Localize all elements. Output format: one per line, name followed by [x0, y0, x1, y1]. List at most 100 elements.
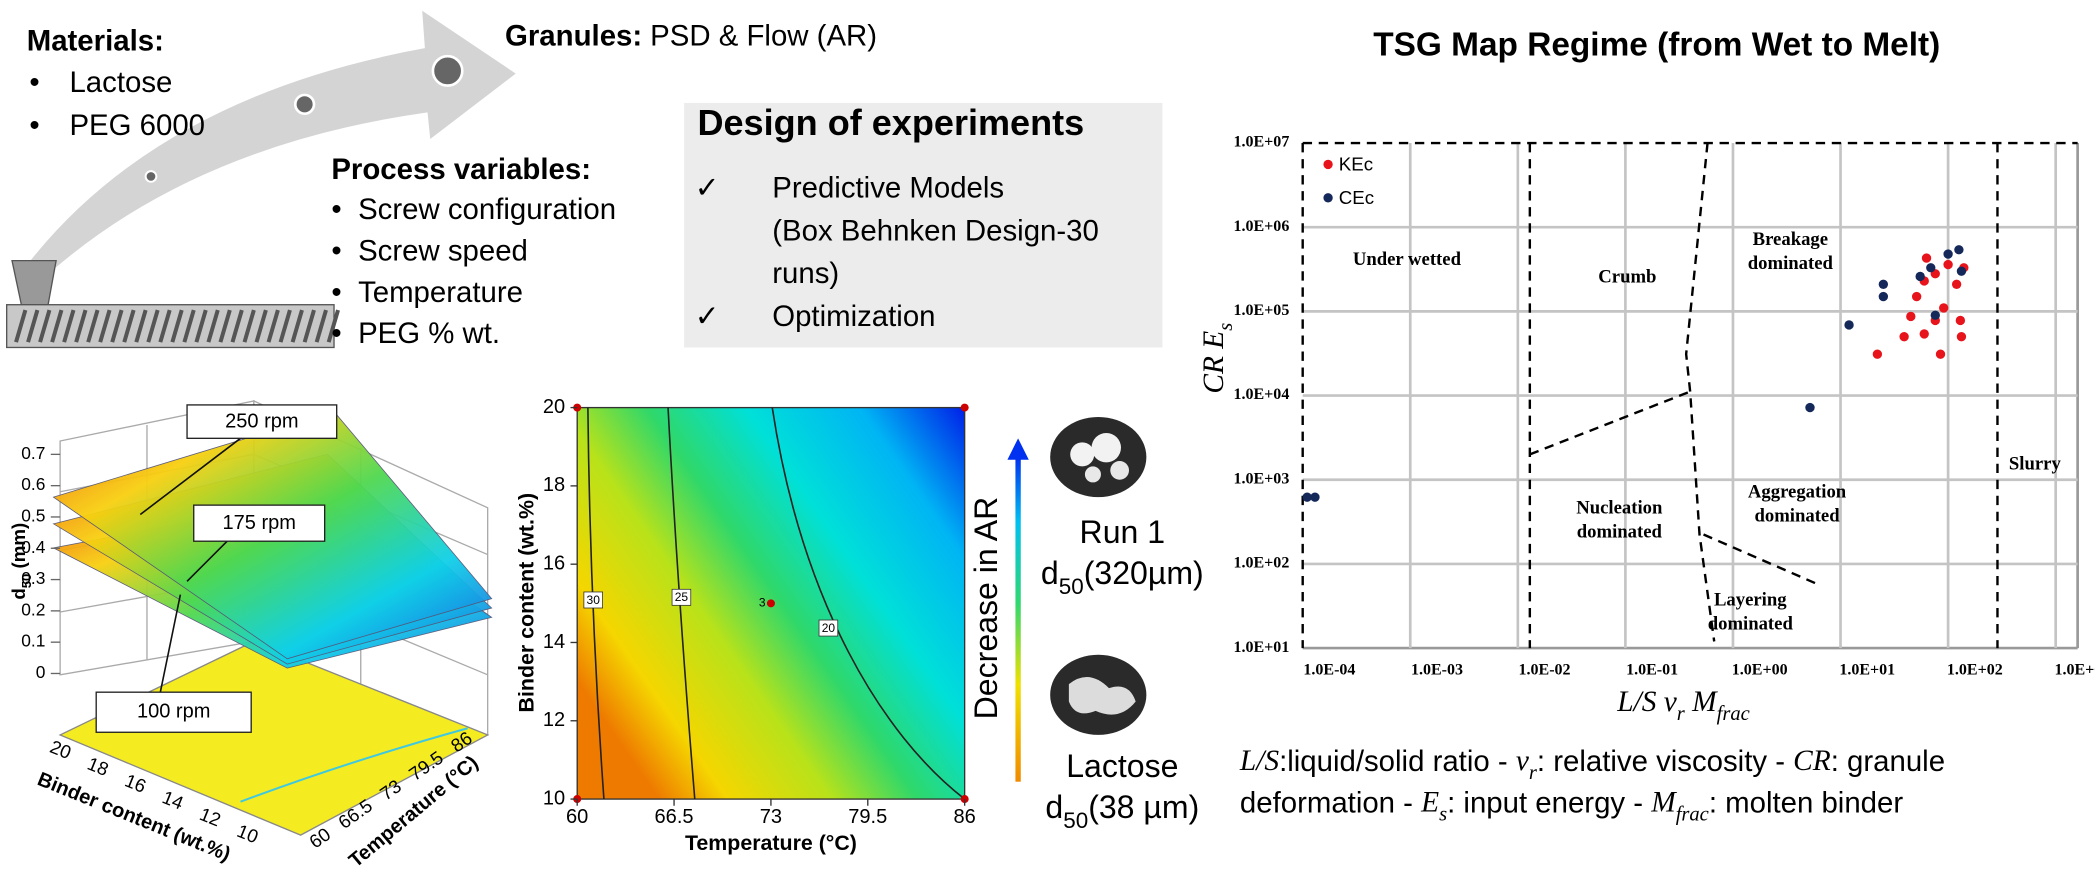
check-mark: ✓ [695, 300, 720, 333]
hopper [11, 259, 57, 306]
process-arrow [29, 10, 516, 268]
y-tick-label: 16 [543, 552, 565, 574]
granules-label: Granules: [505, 19, 642, 52]
y-tick-label: 10 [543, 787, 565, 809]
text-span: (320µm) [1084, 555, 1204, 591]
region-label: Nucleation [1576, 497, 1663, 518]
screw-flight [62, 309, 76, 343]
z-tick-label: 0.4 [21, 537, 45, 557]
color-bar-head [1007, 438, 1029, 460]
legend-label: KEc [1339, 154, 1373, 175]
contour-label-box [818, 619, 839, 637]
callout-lines [139, 437, 241, 693]
z-tick-label: 0 [36, 662, 46, 682]
text-span: (mm) [8, 523, 29, 574]
text-span: : molten binder [1709, 786, 1904, 819]
y-tick-label: 1.0E+04 [1233, 386, 1289, 403]
subscript: r [1529, 762, 1538, 784]
text-span: E [1420, 786, 1439, 818]
y-axis-label: Binder content (wt.%) [514, 493, 538, 713]
y-tick-label: 1.0E+01 [1233, 639, 1289, 656]
subscript: r [1677, 703, 1686, 725]
design-box [684, 102, 1163, 348]
x-tick-label: 1.0E-03 [1411, 661, 1463, 678]
process-title: Process variables: [331, 153, 591, 186]
point [1930, 310, 1940, 320]
text-span: M [1685, 686, 1718, 718]
design-item: (Box Behnken Design-30 [772, 214, 1099, 247]
screw-flight [314, 309, 328, 343]
granules-text: PSD & Flow (AR) [650, 19, 877, 52]
subscript: frac [1676, 803, 1709, 825]
sample-d50: d50(38 µm) [1045, 789, 1199, 833]
y-axis-label: CR Es [1198, 323, 1237, 394]
z-tick-label: 0.1 [21, 631, 45, 651]
screw-flight [86, 309, 100, 343]
z-tick-label: 0.2 [21, 599, 45, 619]
text-span: d [1041, 555, 1059, 591]
text-span: CR [1793, 745, 1831, 777]
x-tick-label: 60 [566, 806, 588, 828]
point [1954, 245, 1964, 255]
text-span: v [1516, 745, 1530, 777]
subscript: s [1215, 323, 1237, 331]
y-tick-label: 18 [543, 474, 565, 496]
screw-flight [146, 309, 160, 343]
x-tick-label: 1.0E+01 [1839, 661, 1895, 678]
process-variable: Temperature [358, 276, 523, 309]
bullet: • [331, 193, 341, 226]
legend-marker [1323, 159, 1333, 170]
screw-flight [74, 309, 88, 343]
region-label: Breakage [1753, 229, 1828, 250]
granule [1070, 442, 1095, 467]
x-tick-label: 12 [197, 803, 224, 830]
text-span: deformation - [1240, 786, 1421, 819]
text-span: d [8, 588, 29, 599]
point [1906, 311, 1916, 322]
screw-flight [122, 309, 136, 343]
screw [14, 309, 340, 343]
legend-label: CEc [1339, 187, 1374, 208]
x-tick-label: 10 [234, 820, 261, 847]
point-label: 3 [759, 596, 766, 610]
screw-flight [254, 309, 268, 343]
granule [1091, 432, 1121, 463]
point [1302, 492, 1312, 502]
materials-title: Materials: [27, 25, 164, 58]
region-label: Crumb [1598, 266, 1656, 287]
contour-label-box [671, 588, 692, 606]
design-item: runs) [772, 257, 839, 290]
point [1844, 320, 1854, 330]
powder [1068, 677, 1136, 715]
granule-dot [144, 170, 158, 183]
x-tick-label: 1.0E-01 [1626, 661, 1678, 678]
bullet: • [331, 317, 341, 350]
process-variable: Screw speed [358, 234, 528, 267]
contour-label-box [583, 591, 603, 609]
point [1955, 315, 1966, 326]
callout-box [193, 504, 326, 542]
caption-line: deformation - Es: input energy - Mfrac: … [1240, 786, 1903, 825]
subscript: s [1439, 803, 1447, 825]
regime-boundaries [1301, 141, 2078, 649]
process-variable: Screw configuration [358, 193, 616, 226]
callout-label: 100 rpm [137, 701, 210, 723]
text-span: d [1045, 789, 1063, 825]
point [1878, 291, 1889, 302]
x-tick-label: 86 [954, 806, 976, 828]
screw-flight [134, 309, 148, 343]
corner-point [960, 403, 969, 412]
granules: Granules: PSD & Flow (AR) [505, 19, 877, 52]
x-tick-label: 66.5 [655, 806, 694, 828]
callout-label: 250 rpm [225, 411, 298, 433]
point [1956, 266, 1967, 276]
screw-flight [206, 309, 220, 343]
point [1911, 291, 1922, 302]
floor-contour [240, 727, 468, 803]
y-tick-label: 1.0E+03 [1233, 470, 1289, 487]
granule-dot [293, 93, 316, 115]
z-tick-label: 0.5 [21, 506, 45, 526]
point [1926, 263, 1936, 273]
